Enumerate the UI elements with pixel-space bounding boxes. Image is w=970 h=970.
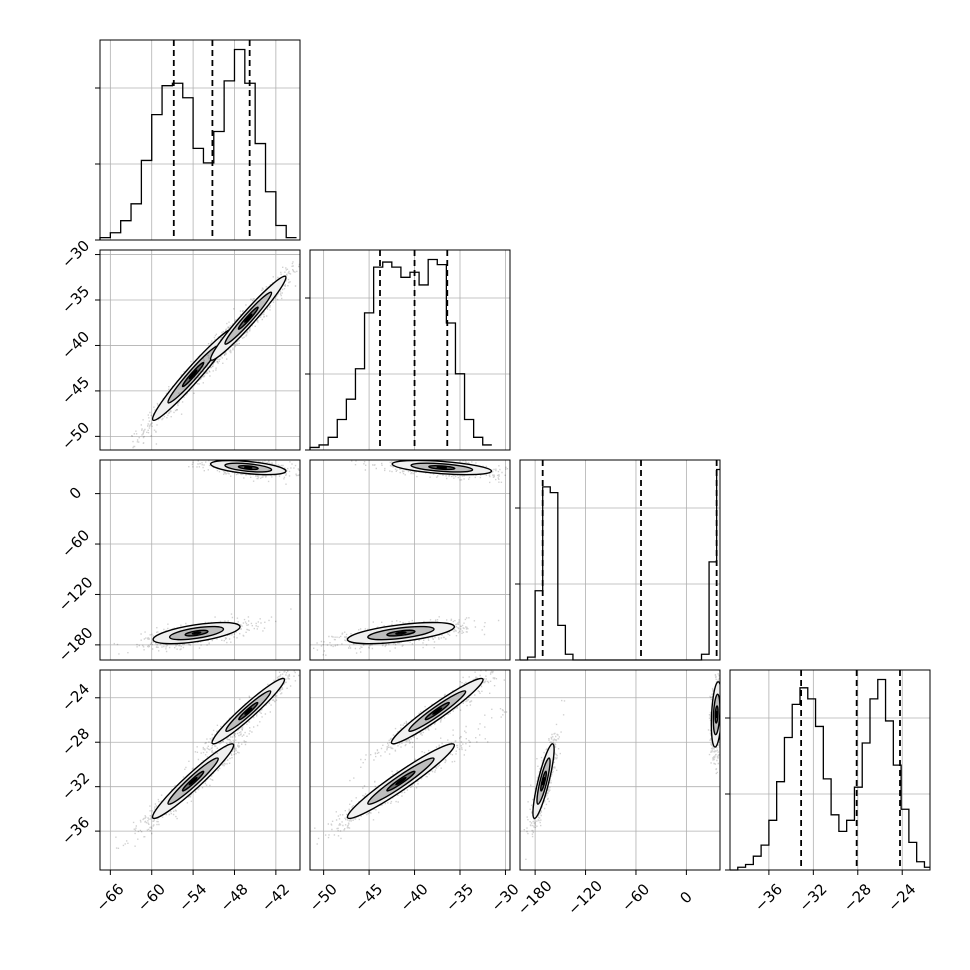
x-tick-label-p1-1: −45 <box>351 880 386 915</box>
panel-frame-3-0 <box>99 669 301 871</box>
x-tick-label-p3-2: −28 <box>840 880 875 915</box>
panel-frame-0-0 <box>99 39 301 241</box>
y-tick-label-p3-3: −24 <box>58 680 93 715</box>
contour-2-1-1-3 <box>436 466 448 469</box>
y-tick-label-p1-4: −30 <box>58 237 93 272</box>
y-tick-label-p1-2: −40 <box>58 328 93 363</box>
y-tick-label-p2-1: −120 <box>55 573 97 615</box>
panel-frame-1-0 <box>99 249 301 451</box>
histogram-panel-1 <box>305 249 511 451</box>
x-tick-label-p1-0: −50 <box>306 880 341 915</box>
panel-frame-2-1 <box>309 459 511 661</box>
scatter-panel-1-0 <box>95 249 301 451</box>
x-tick-label-p2-3: 0 <box>676 888 695 907</box>
y-tick-label-p2-2: −60 <box>58 526 93 561</box>
x-tick-label-p0-2: −54 <box>175 880 210 915</box>
x-tick-label-p3-3: −24 <box>884 880 919 915</box>
contour-3-2-0-3 <box>541 776 546 786</box>
scatter-panel-3-0 <box>95 669 301 871</box>
panel-frame-3-2 <box>519 669 721 871</box>
scatter-panel-3-1 <box>309 669 511 871</box>
y-tick-label-p2-0: −180 <box>55 624 97 666</box>
histogram-1 <box>309 258 492 450</box>
scatter-panel-2-0 <box>95 459 301 661</box>
contour-1-0-1-3 <box>243 313 253 323</box>
y-tick-label-p3-0: −36 <box>58 813 93 848</box>
panel-frame-2-2 <box>519 459 721 661</box>
x-tick-label-p2-0: −180 <box>514 877 556 919</box>
scatter-panel-3-2 <box>519 669 721 871</box>
x-tick-label-p2-1: −120 <box>564 877 606 919</box>
x-tick-label-p1-2: −40 <box>397 880 432 915</box>
x-tick-label-p3-1: −32 <box>795 880 830 915</box>
contour-3-0-1-3 <box>244 707 253 715</box>
x-tick-label-p0-3: −48 <box>217 880 252 915</box>
panel-frame-1-1 <box>309 249 511 451</box>
contour-3-1-0-3 <box>395 776 407 786</box>
y-tick-label-p3-1: −32 <box>58 769 93 804</box>
x-tick-label-p2-2: −60 <box>618 880 653 915</box>
histogram-0 <box>99 48 297 240</box>
histogram-3 <box>730 678 930 871</box>
x-tick-label-p0-4: −42 <box>258 880 293 915</box>
y-tick-label-p1-3: −35 <box>58 282 93 317</box>
x-tick-label-p0-1: −60 <box>134 880 169 915</box>
contour-1-0-0-3 <box>188 369 198 380</box>
x-tick-label-p1-3: −35 <box>442 880 477 915</box>
contour-3-2-1-3 <box>715 710 718 719</box>
histogram-panel-3 <box>725 669 931 871</box>
contour-2-1-0-3 <box>395 631 407 635</box>
y-tick-label-p2-3: 0 <box>66 484 85 503</box>
y-tick-label-p1-0: −50 <box>58 418 93 453</box>
panel-frame-3-3 <box>729 669 931 871</box>
y-tick-label-p3-2: −28 <box>58 724 93 759</box>
histogram-panel-0 <box>95 39 301 241</box>
contour-3-0-0-3 <box>188 776 198 786</box>
panel-frame-3-1 <box>309 669 511 871</box>
scatter-panel-2-1 <box>309 459 511 661</box>
y-tick-label-p1-1: −45 <box>58 373 93 408</box>
panel-frame-2-0 <box>99 459 301 661</box>
contour-2-0-0-3 <box>191 631 202 635</box>
contour-2-0-1-3 <box>243 466 253 469</box>
contour-3-1-1-3 <box>432 707 443 715</box>
histogram-panel-2 <box>515 459 721 661</box>
x-tick-label-p0-0: −66 <box>92 880 127 915</box>
histogram-2 <box>520 468 720 661</box>
x-tick-label-p3-0: −36 <box>751 880 786 915</box>
